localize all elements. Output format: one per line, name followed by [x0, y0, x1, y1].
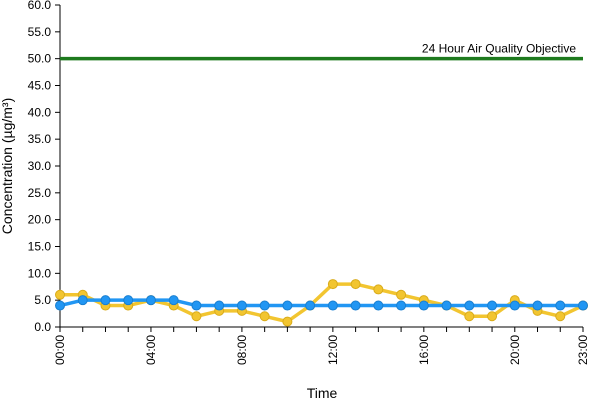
- x-tick-label: 12:00: [326, 335, 340, 365]
- y-tick-label: 5.0: [34, 293, 51, 307]
- series-2-point: [259, 300, 270, 311]
- series-2-point: [100, 295, 111, 306]
- y-tick-label: 35.0: [28, 132, 52, 146]
- y-tick-label: 45.0: [28, 79, 52, 93]
- series-2-point: [123, 295, 134, 306]
- series-1-point: [555, 311, 566, 322]
- y-tick-label: 15.0: [28, 240, 52, 254]
- x-tick-label: 23:00: [576, 335, 590, 365]
- series-group: [55, 279, 588, 327]
- axes: 0.0 5.0 10.0 15.0 20.0 25.0 30.0 35.0 40.0 45.0 50…: [28, 0, 590, 365]
- series-1-point: [464, 311, 475, 322]
- x-tick-label: 16:00: [417, 335, 431, 365]
- y-tick-label: 0.0: [34, 320, 51, 334]
- series-2-point: [396, 300, 407, 311]
- y-tick-label: 40.0: [28, 105, 52, 119]
- series-2-point: [555, 300, 566, 311]
- series-1-point: [191, 311, 202, 322]
- series-2-point: [441, 300, 452, 311]
- series-1-point: [487, 311, 498, 322]
- y-tick-label: 55.0: [28, 25, 52, 39]
- series-2-point: [282, 300, 293, 311]
- x-tick-label: 04:00: [144, 335, 158, 365]
- series-2-point: [214, 300, 225, 311]
- series-2-point: [145, 295, 156, 306]
- series-1-point: [259, 311, 270, 322]
- x-tick-label: 20:00: [508, 335, 522, 365]
- series-2-point: [77, 295, 88, 306]
- series-2-point: [418, 300, 429, 311]
- y-tick-label: 60.0: [28, 0, 52, 12]
- x-axis-title: Time: [307, 385, 338, 400]
- y-tick-label: 30.0: [28, 159, 52, 173]
- y-tick-label: 50.0: [28, 52, 52, 66]
- y-tick-label: 25.0: [28, 186, 52, 200]
- series-1-point: [327, 279, 338, 290]
- series-1-point: [350, 279, 361, 290]
- series-1-point: [55, 289, 65, 300]
- series-2-point: [578, 300, 588, 311]
- series-2-point: [373, 300, 384, 311]
- series-2-point: [532, 300, 543, 311]
- reference-line-group: 24 Hour Air Quality Objective: [60, 42, 583, 61]
- series-2-point: [327, 300, 338, 311]
- x-tick-label: 00:00: [53, 335, 67, 365]
- series-2-point: [55, 300, 65, 311]
- series-2-point: [305, 300, 316, 311]
- series-2-point: [168, 295, 179, 306]
- series-1-point: [396, 289, 407, 300]
- x-tick-label: 08:00: [235, 335, 249, 365]
- series-1-point: [282, 316, 293, 327]
- series-2-point: [236, 300, 247, 311]
- series-2-point: [487, 300, 498, 311]
- reference-line-label: 24 Hour Air Quality Objective: [422, 42, 576, 56]
- y-axis-title: Concentration (µg/m³): [0, 98, 15, 234]
- series-2-point: [509, 300, 520, 311]
- series-2-point: [191, 300, 202, 311]
- y-tick-label: 20.0: [28, 213, 52, 227]
- series-line-1: [60, 282, 584, 324]
- series-1-point: [373, 284, 384, 295]
- series-2-point: [464, 300, 475, 311]
- series-2-point: [350, 300, 361, 311]
- y-tick-label: 10.0: [28, 266, 52, 280]
